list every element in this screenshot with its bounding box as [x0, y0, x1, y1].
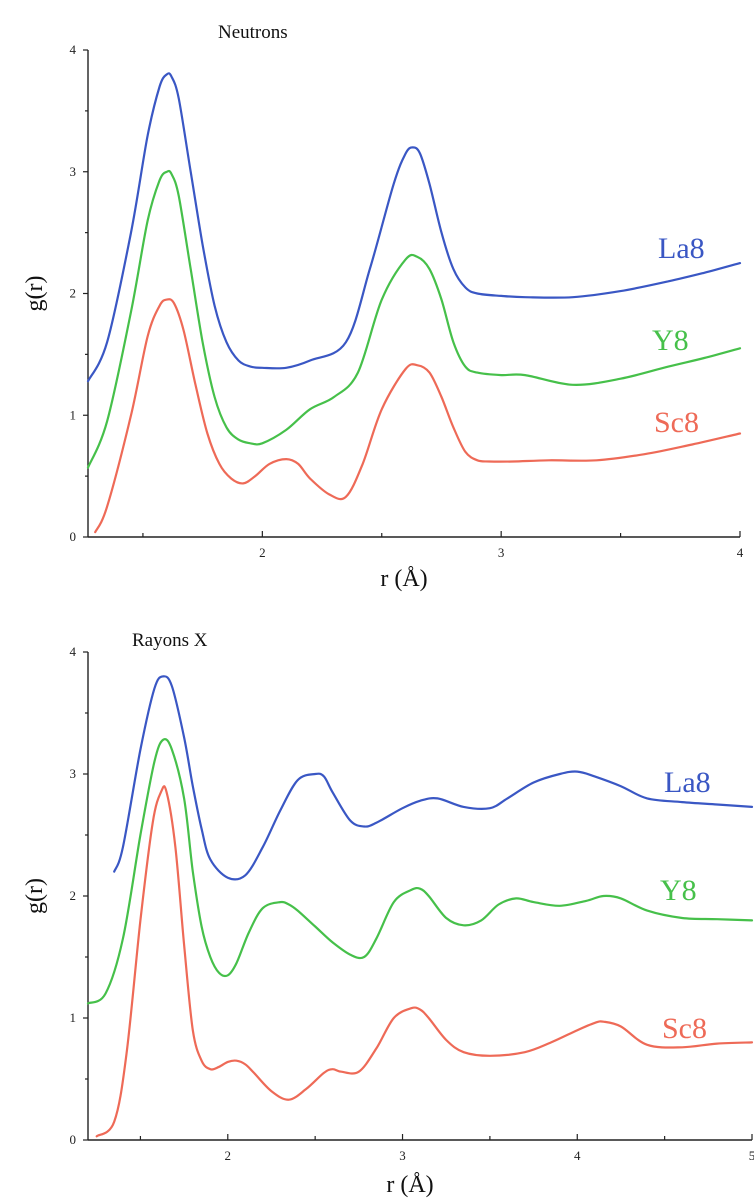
x-tick-label: 5 [749, 1148, 754, 1163]
y-tick-label: 1 [70, 1010, 77, 1025]
series-label-la8: La8 [658, 232, 705, 265]
series-line-sc8 [94, 298, 742, 534]
series-label-y8: Y8 [652, 324, 689, 357]
series-line-y8 [86, 738, 754, 1005]
series-line-la8 [86, 72, 742, 383]
x-tick-label: 2 [259, 545, 266, 560]
x-tick-label: 4 [574, 1148, 581, 1163]
x-tick-label: 3 [399, 1148, 406, 1163]
series-line-y8 [86, 169, 742, 469]
y-tick-label: 2 [70, 888, 77, 903]
y-tick-label: 4 [70, 644, 77, 659]
series-label-sc8: Sc8 [654, 406, 699, 439]
y-tick-label: 0 [70, 529, 77, 544]
x-tick-label: 3 [498, 545, 505, 560]
panel-title: Neutrons [218, 22, 288, 43]
y-tick-label: 3 [70, 766, 77, 781]
panel-title: Rayons X [132, 630, 208, 651]
x-tick-label: 2 [225, 1148, 232, 1163]
y-axis-label: g(r) [22, 878, 48, 914]
y-tick-label: 0 [70, 1132, 77, 1147]
series-line-la8 [113, 675, 754, 881]
panel-0: 0 1 2 3 4 2 3 4 Neutrons r (Å) g(r) La8 Y8 Sc8 [22, 22, 744, 592]
y-axis-label: g(r) [22, 276, 48, 312]
series-label-la8: La8 [664, 766, 711, 799]
x-axis-label: r (Å) [386, 1172, 433, 1198]
series-label-sc8: Sc8 [662, 1012, 707, 1045]
series-line-sc8 [95, 785, 754, 1138]
y-tick-label: 1 [70, 407, 77, 422]
series-label-y8: Y8 [660, 874, 697, 907]
x-tick-label: 4 [737, 545, 744, 560]
y-tick-label: 4 [70, 42, 77, 57]
panel-1: 0 1 2 3 4 2 3 4 5 Rayons X r (Å) g(r) La8 Y8 Sc8 [22, 630, 754, 1198]
x-axis-label: r (Å) [380, 566, 427, 592]
y-tick-label: 3 [70, 164, 77, 179]
y-tick-label: 2 [70, 286, 77, 301]
